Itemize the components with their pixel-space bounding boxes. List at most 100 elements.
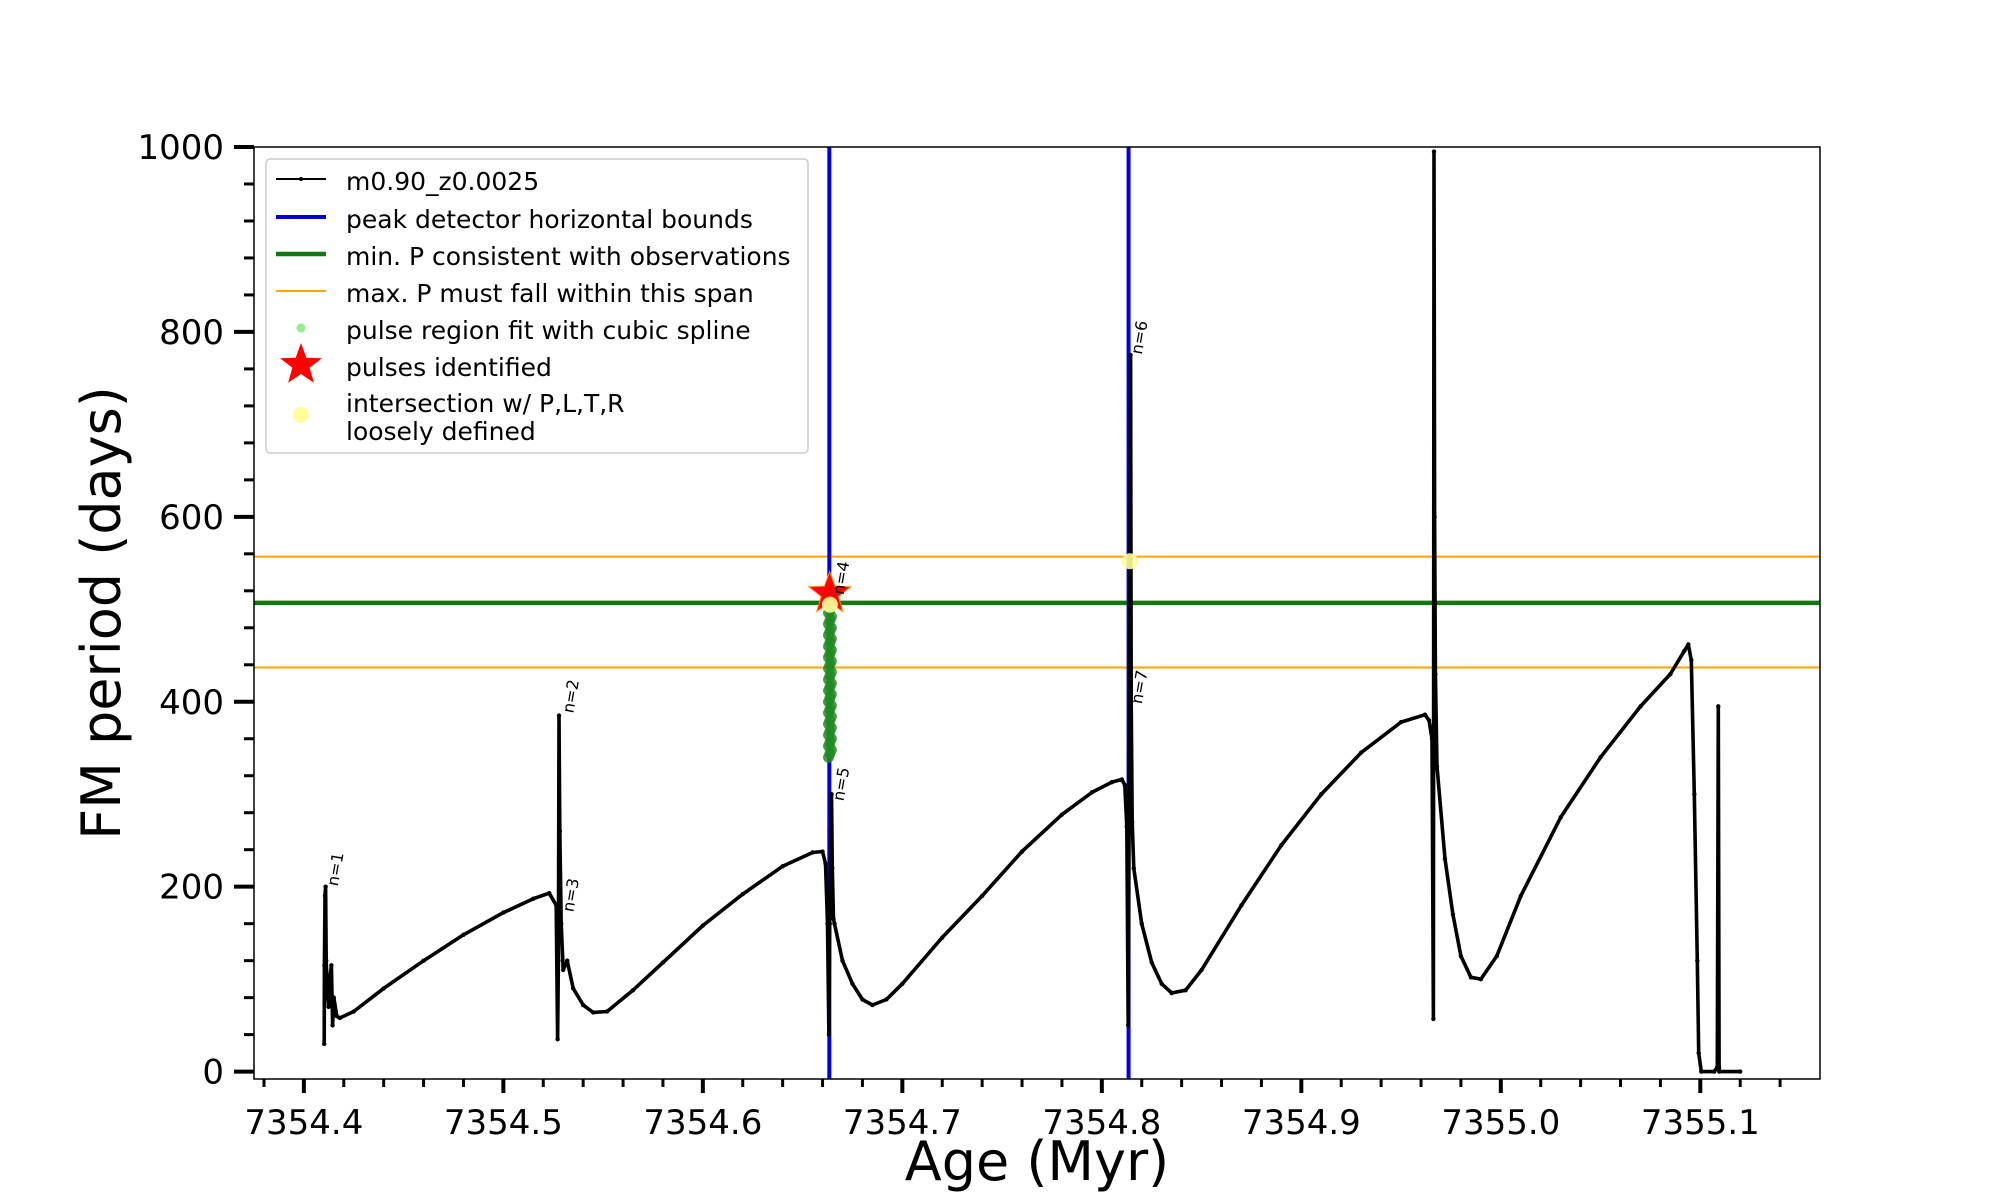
track-point-90 [1450,912,1456,917]
track-point-76 [1239,902,1244,908]
track-point-29 [580,1002,586,1008]
track-point-99 [1668,671,1673,677]
pulse-label-5: n=5 [829,766,854,803]
track-point-35 [740,891,745,897]
track-point-111 [1717,1069,1722,1074]
track-point-104 [1695,958,1700,963]
track-point-98 [1638,704,1643,709]
track-point-88 [1434,764,1440,769]
y-tick-label-0: 0 [202,1053,224,1093]
track-point-43 [828,829,833,834]
track-point-33 [660,960,666,965]
track-point-10 [331,995,336,1000]
x-axis-label: Age (Myr) [905,1130,1170,1193]
track-point-41 [826,1032,832,1037]
track-point-103 [1692,792,1697,797]
legend-swatch-dot-0 [299,177,303,181]
legend-swatch-5 [280,343,322,383]
track-point-25 [559,921,564,926]
axes-layer: 7354.4 7354.5 7354.6 7354.7 7354.8 7354.9 7355… [137,128,1782,1143]
track-point-93 [1478,976,1484,982]
track-point-32 [630,988,636,993]
pulse-label-6: n=6 [1127,319,1152,356]
legend-label-0: m0.90_z0.0025 [346,167,539,196]
track-point-96 [1558,815,1563,820]
track-point-38 [820,849,825,854]
track-point-79 [1358,750,1364,755]
intersection-point-1 [1121,553,1138,570]
track-point-89 [1442,856,1448,862]
track-point-69 [1131,865,1136,871]
track-point-73 [1169,990,1174,996]
intersection-point-0 [821,596,838,613]
pulse-label-2: n=2 [558,678,583,715]
track-point-46 [831,916,836,922]
track-point-109 [1716,704,1721,709]
x-tick-label-3: 7354.7 [843,1103,962,1143]
legend-swatch-4 [296,323,306,333]
track-point-66 [1128,352,1133,358]
track-point-48 [840,958,845,963]
track-point-58 [1089,790,1095,795]
x-tick-label-6: 7355.0 [1441,1103,1560,1143]
track-point-107 [1712,1069,1717,1074]
track-point-8 [329,963,334,968]
y-tick-label-3: 600 [159,498,224,538]
track-point-1 [322,963,327,968]
track-point-106 [1699,1069,1704,1074]
track-point-81 [1422,712,1428,717]
legend-label-2: min. P consistent with observations [346,242,791,271]
track-point-77 [1279,842,1284,848]
track-point-36 [780,864,785,869]
track-point-20 [554,902,559,908]
track-point-45 [830,865,835,871]
track-point-60 [1119,777,1124,782]
track-point-2 [322,893,328,899]
x-tick-label-4: 7354.8 [1042,1103,1161,1143]
track-point-3 [323,884,328,889]
track-point-78 [1319,792,1324,797]
track-point-83 [1429,736,1435,741]
legend-label-5: pulses identified [346,353,552,382]
track-point-28 [570,986,576,991]
track-point-101 [1686,642,1691,647]
y-tick-label-4: 800 [159,313,224,353]
x-tick-label-0: 7354.4 [244,1103,363,1143]
track-point-100 [1682,648,1687,654]
track-point-105 [1696,1050,1701,1056]
x-tick-label-1: 7354.5 [444,1103,563,1143]
legend-label-6-1: loosely defined [346,417,536,446]
y-axis-label: FM period (days) [70,386,133,840]
track-point-82 [1426,718,1432,723]
track-point-13 [351,1009,356,1014]
track-point-27 [565,958,570,963]
track-point-26 [561,967,566,973]
track-point-53 [900,981,905,986]
legend-box [265,158,809,454]
track-point-70 [1139,921,1144,926]
track-point-52 [884,997,889,1002]
track-point-17 [501,910,506,915]
track-point-4 [324,958,329,963]
x-tick-label-2: 7354.6 [643,1103,762,1143]
x-tick-label-5: 7354.9 [1242,1103,1361,1143]
track-point-14 [381,986,386,991]
track-point-21 [555,1037,560,1042]
track-point-86 [1432,514,1437,520]
track-point-67 [1128,699,1134,704]
track-point-44 [829,792,834,797]
track-point-56 [1019,849,1025,854]
track-point-92 [1468,975,1474,980]
track-point-15 [421,958,426,963]
y-tick-label-5: 1000 [137,128,224,168]
track-point-102 [1689,657,1694,663]
track-point-85 [1431,149,1437,154]
track-point-72 [1159,981,1164,986]
track-point-22 [556,958,561,963]
track-point-51 [870,1002,875,1008]
series-layer [322,149,1743,1074]
track-point-63 [1125,1023,1131,1028]
track-point-9 [330,1023,335,1028]
track-point-55 [979,893,985,899]
